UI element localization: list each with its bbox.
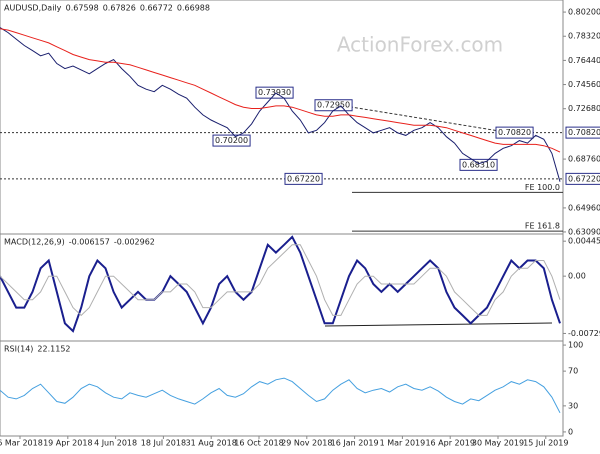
price-label: 0.68310 xyxy=(462,160,495,169)
price-label: 0.72950 xyxy=(317,101,350,110)
y-tick-label: 0.80200 xyxy=(568,8,600,17)
y-tick-label: 0.64960 xyxy=(568,203,600,212)
fe-label: FE 100.0 xyxy=(525,183,560,192)
fe-label: FE 161.8 xyxy=(525,222,560,231)
panel-reading: 0.67826 xyxy=(103,4,136,13)
y-tick-label: 0.004456 xyxy=(568,237,600,246)
label-box xyxy=(284,172,323,185)
x-tick-label: 16 Apr 2019 xyxy=(425,439,474,448)
label-box xyxy=(565,126,600,139)
series-line xyxy=(0,235,561,333)
panel-reading: -0.002962 xyxy=(114,238,155,247)
x-tick-label: 15 Jul 2019 xyxy=(523,439,568,448)
panel-reading: 0.66988 xyxy=(177,4,210,13)
label-box xyxy=(255,86,294,99)
y-tick-label: 30 xyxy=(568,401,578,410)
y-tick-label: -0.007298 xyxy=(568,329,600,338)
x-tick-label: 6 Mar 2018 xyxy=(0,439,43,448)
series-line xyxy=(0,27,561,182)
price-label: 0.70200 xyxy=(215,136,248,145)
price-label: 0.70820 xyxy=(498,128,531,137)
x-tick-label: 18 Jul 2018 xyxy=(141,439,186,448)
x-tick-label: 19 Apr 2018 xyxy=(43,439,92,448)
series-line xyxy=(0,244,561,317)
series-line xyxy=(0,377,561,414)
price-label: 0.70820 xyxy=(568,128,600,137)
x-tick-label: 16 Jan 2019 xyxy=(331,439,379,448)
divergence-line xyxy=(324,322,553,327)
frame xyxy=(0,0,564,437)
panel-reading: 0.67598 xyxy=(66,4,99,13)
panel-reading: -0.006157 xyxy=(69,238,110,247)
y-tick-label: 70 xyxy=(568,367,578,376)
x-tick-label: 30 May 2019 xyxy=(472,439,524,448)
label-box xyxy=(459,158,498,171)
y-tick-label: 0.74560 xyxy=(568,80,600,89)
label-box xyxy=(212,134,251,147)
label-box xyxy=(495,126,534,139)
y-tick-label: 0.72680 xyxy=(568,104,600,113)
x-tick-label: 29 Nov 2018 xyxy=(281,439,332,448)
panel-reading: 0.66772 xyxy=(140,4,173,13)
watermark: ActionForex.com xyxy=(337,33,503,57)
x-tick-label: 16 Oct 2018 xyxy=(234,439,283,448)
panel-reading: 22.1152 xyxy=(37,345,70,354)
label-box xyxy=(565,172,600,185)
y-tick-label: 0.76440 xyxy=(568,56,600,65)
y-tick-label: 0.63090 xyxy=(568,227,600,236)
panel-title: RSI(14) xyxy=(4,345,33,354)
price-label: 0.67220 xyxy=(568,174,600,183)
y-tick-label: 0.00 xyxy=(568,272,586,281)
panel-title: MACD(12,26,9) xyxy=(4,238,65,247)
x-tick-label: 1 Mar 2019 xyxy=(380,439,426,448)
panel-title: AUDUSD,Daily xyxy=(4,4,62,13)
x-tick-label: 31 Aug 2018 xyxy=(186,439,237,448)
y-tick-label: 100 xyxy=(568,341,583,350)
x-tick-label: 4 Jun 2018 xyxy=(94,439,137,448)
price-label: 0.67220 xyxy=(287,174,320,183)
y-tick-label: 0.68760 xyxy=(568,155,600,164)
y-tick-label: 0 xyxy=(568,427,573,436)
series-line xyxy=(0,28,561,153)
y-tick-label: 0.78320 xyxy=(568,32,600,41)
price-label: 0.73930 xyxy=(258,88,291,97)
